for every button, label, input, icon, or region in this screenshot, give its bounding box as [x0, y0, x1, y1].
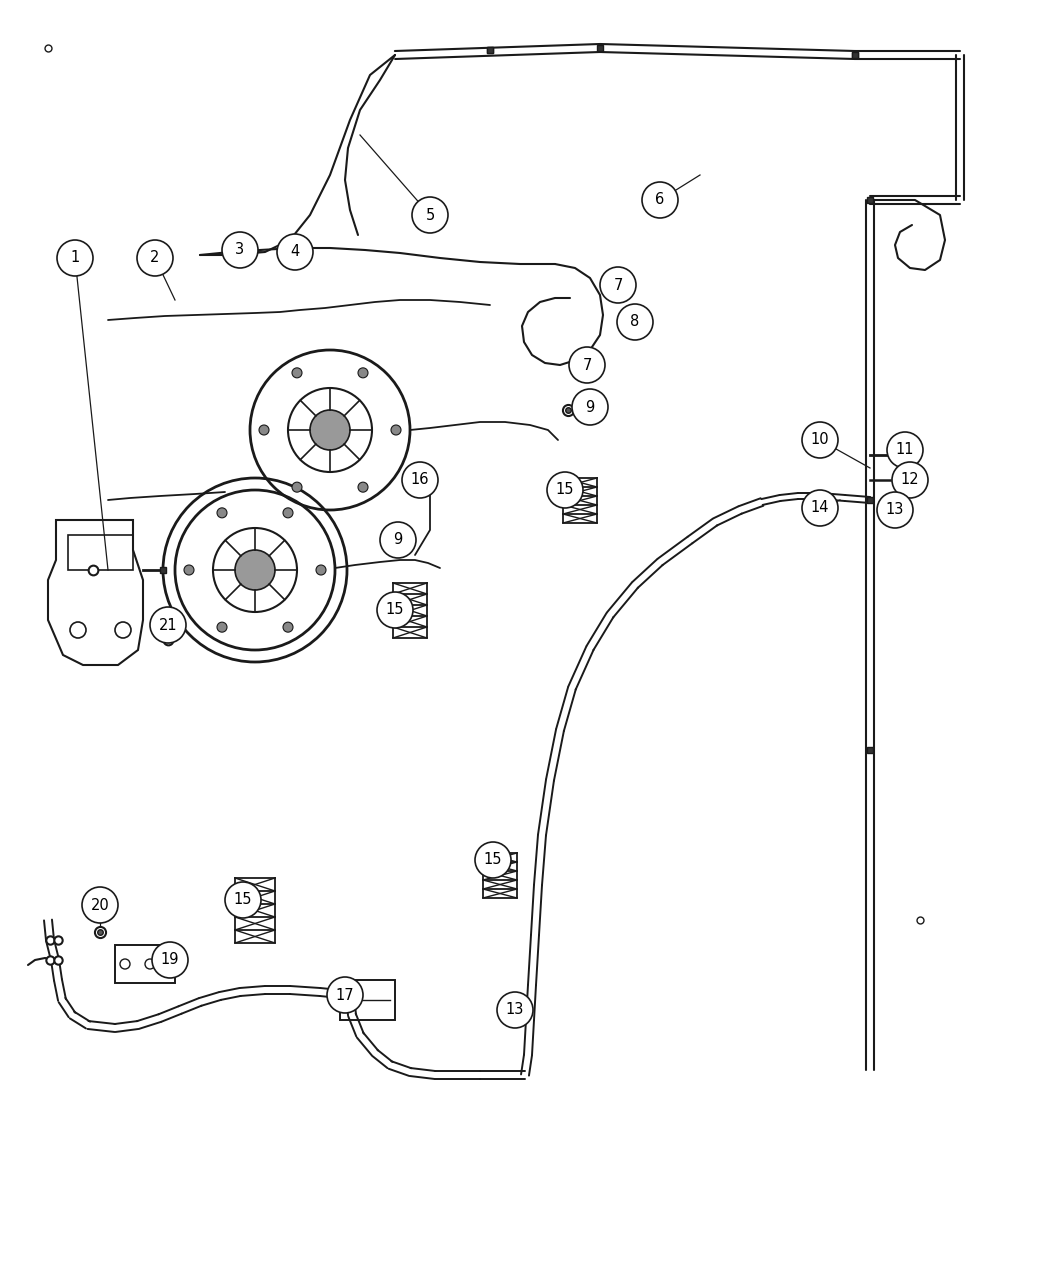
- Circle shape: [358, 368, 367, 377]
- Circle shape: [358, 482, 367, 492]
- Text: 14: 14: [811, 501, 830, 515]
- Circle shape: [277, 235, 313, 270]
- Text: 7: 7: [583, 357, 592, 372]
- Circle shape: [284, 507, 293, 518]
- Circle shape: [136, 240, 173, 275]
- Circle shape: [572, 389, 608, 425]
- Circle shape: [217, 507, 227, 518]
- Text: 19: 19: [161, 952, 180, 968]
- Text: 1: 1: [70, 250, 80, 265]
- Circle shape: [57, 240, 93, 275]
- Circle shape: [217, 622, 227, 632]
- Circle shape: [475, 842, 511, 878]
- Text: 17: 17: [336, 988, 354, 1002]
- Circle shape: [892, 462, 928, 499]
- Bar: [340, 980, 395, 1020]
- Circle shape: [82, 887, 118, 923]
- Text: 3: 3: [235, 242, 245, 258]
- Text: 21: 21: [159, 617, 177, 632]
- Text: 4: 4: [291, 245, 299, 260]
- Text: 15: 15: [484, 853, 502, 867]
- Circle shape: [547, 472, 583, 507]
- Bar: [68, 536, 133, 570]
- Circle shape: [402, 462, 438, 499]
- Circle shape: [887, 432, 923, 468]
- Bar: [116, 945, 175, 983]
- Text: 15: 15: [555, 482, 574, 497]
- Circle shape: [600, 266, 636, 303]
- Circle shape: [802, 422, 838, 458]
- Circle shape: [292, 482, 302, 492]
- Text: 9: 9: [394, 533, 402, 547]
- Circle shape: [184, 565, 194, 575]
- Circle shape: [152, 942, 188, 978]
- Text: 10: 10: [811, 432, 830, 448]
- Text: 15: 15: [234, 892, 252, 908]
- Circle shape: [235, 550, 275, 590]
- Text: 6: 6: [655, 193, 665, 208]
- Circle shape: [316, 565, 326, 575]
- Circle shape: [380, 521, 416, 558]
- Circle shape: [569, 347, 605, 382]
- Text: 8: 8: [630, 315, 639, 329]
- Circle shape: [802, 490, 838, 527]
- Text: 16: 16: [411, 473, 429, 487]
- Circle shape: [292, 368, 302, 377]
- Text: 15: 15: [385, 603, 404, 617]
- Text: 2: 2: [150, 250, 160, 265]
- Text: 5: 5: [425, 208, 435, 223]
- Text: 9: 9: [586, 399, 594, 414]
- Circle shape: [145, 959, 155, 969]
- Circle shape: [120, 959, 130, 969]
- Circle shape: [222, 232, 258, 268]
- Text: 13: 13: [886, 502, 904, 518]
- Text: 13: 13: [506, 1002, 524, 1017]
- Circle shape: [225, 882, 261, 918]
- Circle shape: [877, 492, 914, 528]
- Circle shape: [310, 411, 350, 450]
- Circle shape: [284, 622, 293, 632]
- Circle shape: [412, 198, 448, 233]
- Circle shape: [391, 425, 401, 435]
- Circle shape: [642, 182, 678, 218]
- Text: 12: 12: [901, 473, 920, 487]
- Text: 20: 20: [90, 898, 109, 913]
- Circle shape: [259, 425, 269, 435]
- Text: 7: 7: [613, 278, 623, 292]
- Text: 11: 11: [896, 442, 915, 458]
- Circle shape: [150, 607, 186, 643]
- Circle shape: [497, 992, 533, 1028]
- Circle shape: [377, 592, 413, 629]
- Circle shape: [617, 303, 653, 340]
- Circle shape: [327, 977, 363, 1014]
